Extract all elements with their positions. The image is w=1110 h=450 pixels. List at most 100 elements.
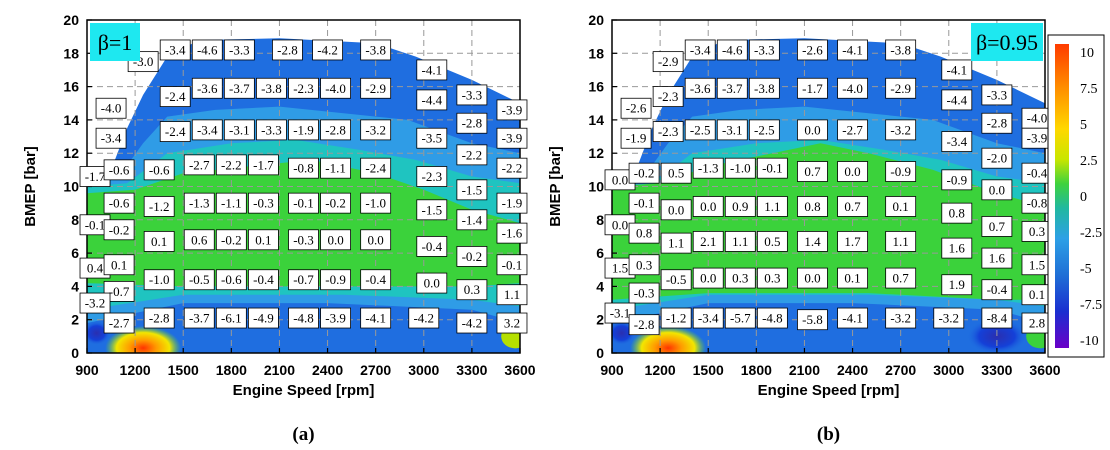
value-cell-box (797, 267, 828, 289)
value-cell-box (183, 229, 215, 251)
y-axis-title: BMEP [bar] (547, 146, 564, 227)
value-cell-label: -2.7 (189, 157, 210, 172)
value-cell-box (837, 196, 868, 217)
value-cell-label: 0.3 (464, 282, 480, 297)
value-cell: -1.5 (416, 199, 448, 221)
value-cell: 0.1 (1021, 284, 1053, 306)
value-cell-label: 1.9 (949, 277, 965, 292)
value-cell-label: -3.3 (987, 87, 1008, 102)
value-cell: -4.0 (837, 77, 868, 99)
value-cell-label: -2.7 (842, 122, 863, 137)
value-cell-label: -3.8 (365, 42, 386, 57)
value-cell: 1.1 (496, 284, 528, 306)
value-cell-box (604, 302, 636, 324)
value-cell-box (620, 97, 652, 119)
y-tick-label: 4 (71, 278, 79, 294)
value-cell-box (95, 127, 127, 149)
y-tick-label: 2 (596, 312, 604, 328)
value-cell-box (159, 86, 191, 107)
value-cell-box (496, 127, 528, 149)
value-cell: 0.1 (885, 196, 917, 217)
value-cell-box (837, 231, 868, 252)
value-cell-box (95, 97, 127, 119)
value-cell-box (223, 119, 255, 141)
value-cell-label: -1.0 (365, 196, 386, 211)
value-cell-box (360, 157, 392, 179)
value-cell-box (724, 196, 756, 217)
value-cell: -3.2 (360, 119, 392, 141)
value-cell-label: -2.5 (754, 122, 775, 137)
value-cell: -2.6 (797, 39, 828, 61)
value-cell-box (408, 307, 440, 329)
value-cell-label: -2.2 (502, 161, 523, 176)
value-cell-label: -3.3 (261, 122, 282, 137)
x-tick-label: 2700 (885, 362, 916, 378)
value-cell-box (748, 39, 780, 61)
value-cell-box (191, 39, 223, 61)
value-cell-label: -4.0 (1027, 111, 1048, 126)
value-cell-label: -3.8 (261, 81, 282, 96)
value-cell-label: -3.9 (1027, 131, 1048, 146)
value-cell-label: 1.4 (804, 234, 821, 249)
value-cell-label: 0.1 (255, 232, 271, 247)
y-tick-label: 20 (63, 12, 79, 28)
value-cell-label: -2.4 (165, 124, 186, 139)
y-tick-label: 18 (63, 45, 79, 61)
value-cell-label: 1.1 (504, 287, 520, 302)
beta-badge-box (971, 23, 1043, 61)
value-cell-label: -1.7 (85, 169, 106, 184)
value-cell-label: -1.9 (293, 122, 314, 137)
value-cell-box (837, 307, 868, 329)
value-cell-box (103, 254, 135, 276)
value-cell-box (272, 39, 303, 61)
value-cell-box (496, 99, 528, 121)
value-cell: -0.4 (248, 269, 279, 291)
value-cell-label: -2.9 (890, 81, 911, 96)
colorbar-tick-label: 5 (1080, 118, 1087, 133)
value-cell: -2.4 (159, 86, 191, 107)
value-cell: -3.4 (684, 39, 716, 61)
value-cell-label: -3.7 (229, 81, 250, 96)
value-cell-label: -0.7 (109, 284, 130, 299)
value-cell: -3.7 (223, 77, 255, 99)
value-cell: -1.0 (143, 269, 175, 291)
value-cell-label: 3.2 (504, 316, 520, 331)
value-cell-label: 1.5 (612, 261, 628, 276)
value-cell-label: 2.1 (700, 234, 716, 249)
value-cell: 0.4 (79, 257, 111, 279)
value-cell-label: -3.3 (229, 42, 250, 57)
x-tick-label: 2700 (360, 362, 391, 378)
y-tick-label: 18 (588, 45, 604, 61)
value-cell-box (103, 312, 135, 334)
value-cell-label: -0.6 (221, 272, 242, 287)
value-cells: -2.9 -3.4 -4.6 -3.3 -2.6 -4.1 -3.8 -4.1 -2.3 -3.6… (604, 39, 1053, 336)
value-cell: 1.6 (981, 247, 1013, 269)
value-cell: -3.4 (692, 307, 724, 329)
contour-region-green (612, 143, 1045, 300)
value-cell: -0.2 (320, 192, 351, 214)
value-cell-box (159, 121, 191, 142)
value-cell: -1.9 (496, 192, 528, 214)
y-tick-label: 10 (588, 179, 604, 195)
value-cell-box (288, 119, 319, 141)
value-cell: -2.5 (748, 119, 780, 141)
value-cell-box (288, 157, 319, 179)
value-cell: -4.6 (716, 39, 748, 61)
value-cell: -3.6 (684, 77, 716, 99)
value-cell: -3.8 (360, 39, 392, 61)
value-cell-label: 0.0 (700, 199, 716, 214)
value-cell-box (215, 307, 247, 329)
value-cell: -0.1 (79, 214, 111, 236)
value-cell-box (756, 231, 788, 252)
value-cell-box (981, 307, 1013, 329)
value-cell-label: -0.4 (987, 282, 1008, 297)
value-cell-label: -1.0 (730, 161, 751, 176)
x-tick-label: 1200 (645, 362, 676, 378)
beta-badge-label: β=1 (98, 30, 133, 55)
value-cell: -0.7 (288, 269, 319, 291)
value-cell: 0.9 (724, 196, 756, 217)
value-cell-box (660, 269, 692, 291)
value-cell: -0.3 (288, 229, 319, 251)
value-cell-box (837, 77, 868, 99)
value-cell-box (981, 279, 1013, 301)
